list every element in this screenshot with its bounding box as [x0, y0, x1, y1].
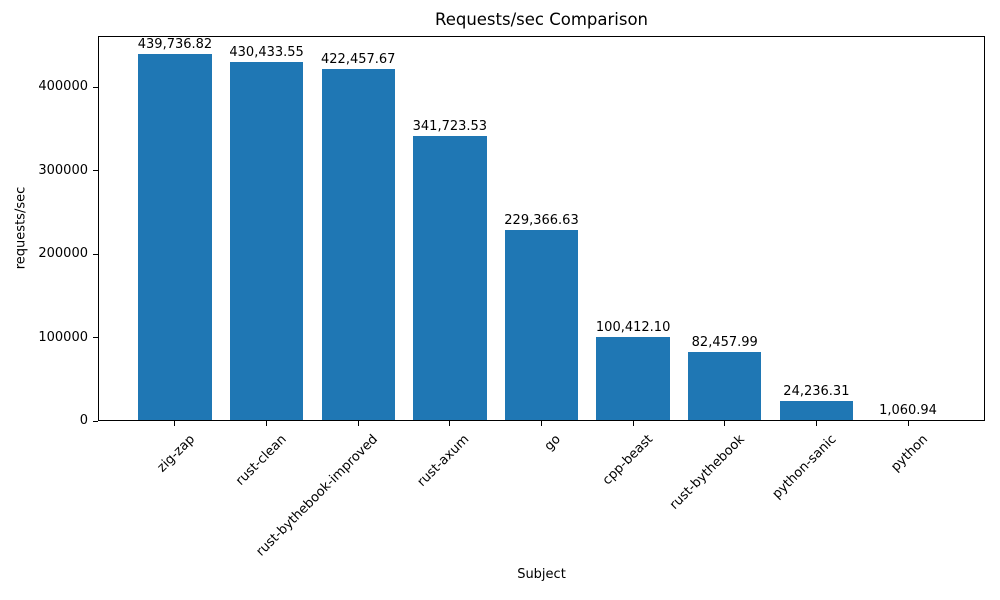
bar-value-label: 229,366.63 — [504, 212, 579, 228]
bar-rust-axum — [413, 136, 487, 421]
bar-value-label: 82,457.99 — [691, 335, 758, 351]
x-tick — [266, 421, 268, 426]
bar-value-label: 100,412.10 — [595, 320, 671, 336]
x-tick-label-rust-axum: rust-axum — [414, 432, 473, 490]
y-tick — [93, 420, 98, 422]
x-tick-label-rust-clean: rust-clean — [232, 432, 290, 489]
x-tick — [632, 421, 634, 426]
bar-python-sanic — [779, 400, 854, 421]
x-tick — [449, 421, 451, 426]
x-tick — [541, 421, 542, 426]
x-tick — [357, 421, 359, 426]
y-tick-label: 200000 — [38, 246, 88, 262]
bar-value-label: 422,457.67 — [321, 51, 396, 67]
bar-value-label: 1,060.94 — [879, 403, 937, 418]
x-tick — [174, 421, 176, 426]
y-tick-label: 400000 — [38, 79, 88, 95]
y-tick — [93, 86, 98, 88]
bar-go — [504, 229, 579, 421]
x-tick — [724, 421, 726, 426]
x-tick-label-python-sanic: python-sanic — [769, 432, 840, 502]
y-tick-label: 300000 — [38, 162, 88, 178]
x-tick-label-zig-zap: zig-zap — [154, 432, 198, 476]
x-tick-label-rust-bythebook: rust-bythebook — [666, 432, 748, 513]
x-tick-label-go: go — [542, 432, 565, 455]
plot-area — [98, 36, 985, 421]
x-tick-label-cpp-beast: cpp-beast — [599, 432, 656, 489]
bar-rust-bythebook-improved — [321, 68, 395, 421]
bar-value-label: 24,236.31 — [783, 383, 850, 399]
y-tick — [93, 337, 98, 339]
x-tick — [815, 421, 817, 426]
bar-value-label: 430,433.55 — [229, 45, 304, 61]
y-tick — [93, 253, 98, 255]
y-tick-label: 0 — [79, 413, 88, 428]
y-tick — [93, 170, 98, 172]
x-axis-label: Subject — [517, 567, 566, 582]
bar-rust-bythebook — [688, 352, 762, 421]
bar-cpp-beast — [596, 337, 670, 421]
x-tick-label-python: python — [887, 432, 931, 475]
chart-title: Requests/sec Comparison — [434, 10, 649, 29]
bar-zig-zap — [138, 54, 212, 421]
x-tick — [907, 421, 909, 426]
bar-value-label: 341,723.53 — [412, 119, 488, 135]
bar-value-label: 439,736.82 — [137, 37, 213, 53]
y-tick-label: 100000 — [38, 329, 88, 345]
bar-rust-clean — [229, 62, 304, 421]
